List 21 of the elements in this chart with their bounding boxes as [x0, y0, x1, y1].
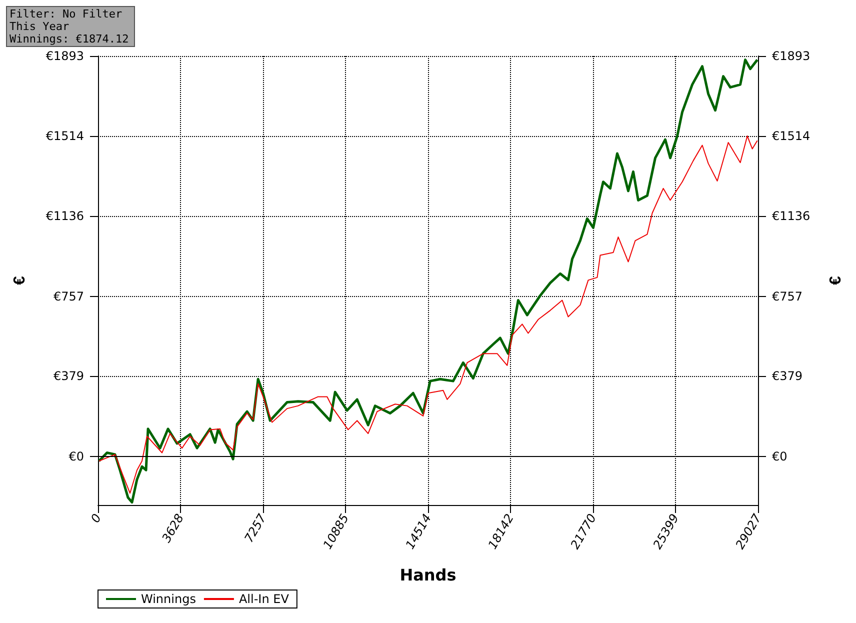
y2-axis-title: €	[828, 276, 844, 285]
y-tick-label: €1136	[46, 209, 84, 224]
y-tick-label: €379	[53, 369, 84, 384]
x-axis-title: Hands	[400, 566, 456, 584]
y-axis-title: €	[12, 276, 28, 285]
y2-tick-label: €379	[772, 369, 803, 384]
y-tick-label: €757	[53, 289, 84, 304]
x-tick-label: 0	[88, 511, 104, 526]
y2-tick-label: €1514	[772, 129, 810, 144]
legend-label: Winnings	[141, 592, 196, 606]
y2-tick-label: €1136	[772, 209, 810, 224]
legend-label: All-In EV	[238, 592, 290, 606]
y-tick-label: €0	[68, 449, 84, 464]
y2-tick-label: €0	[772, 449, 788, 464]
text: Winnings: €1874.12	[10, 32, 129, 46]
y2-tick-label: €1893	[772, 49, 810, 63]
y-tick-label: €1893	[46, 49, 84, 63]
text: Filter: No Filter	[10, 8, 122, 20]
y-tick-label: €1514	[46, 129, 84, 144]
text: This Year	[10, 20, 70, 33]
y2-tick-label: €757	[772, 289, 803, 304]
